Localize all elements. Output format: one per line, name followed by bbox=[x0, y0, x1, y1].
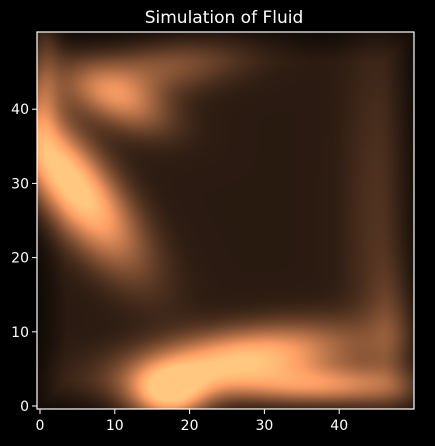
x-tick-label: 20 bbox=[181, 418, 199, 434]
x-tick-label: 0 bbox=[36, 418, 45, 434]
x-tick-label: 40 bbox=[330, 418, 348, 434]
x-tick-label: 30 bbox=[255, 418, 273, 434]
y-tick-label: 40 bbox=[11, 102, 29, 118]
y-tick-label: 20 bbox=[11, 251, 29, 267]
chart-title: Simulation of Fluid bbox=[145, 8, 304, 28]
plot-frame bbox=[36, 31, 415, 410]
y-axis-ticks: 0 10 20 30 40 bbox=[11, 102, 37, 415]
heatmap-image bbox=[37, 32, 414, 409]
x-tick-label: 10 bbox=[106, 418, 124, 434]
x-axis-ticks: 0 10 20 30 40 bbox=[36, 409, 348, 434]
y-tick-label: 30 bbox=[11, 176, 29, 192]
y-tick-label: 10 bbox=[11, 325, 29, 341]
y-tick-label: 0 bbox=[20, 399, 29, 415]
